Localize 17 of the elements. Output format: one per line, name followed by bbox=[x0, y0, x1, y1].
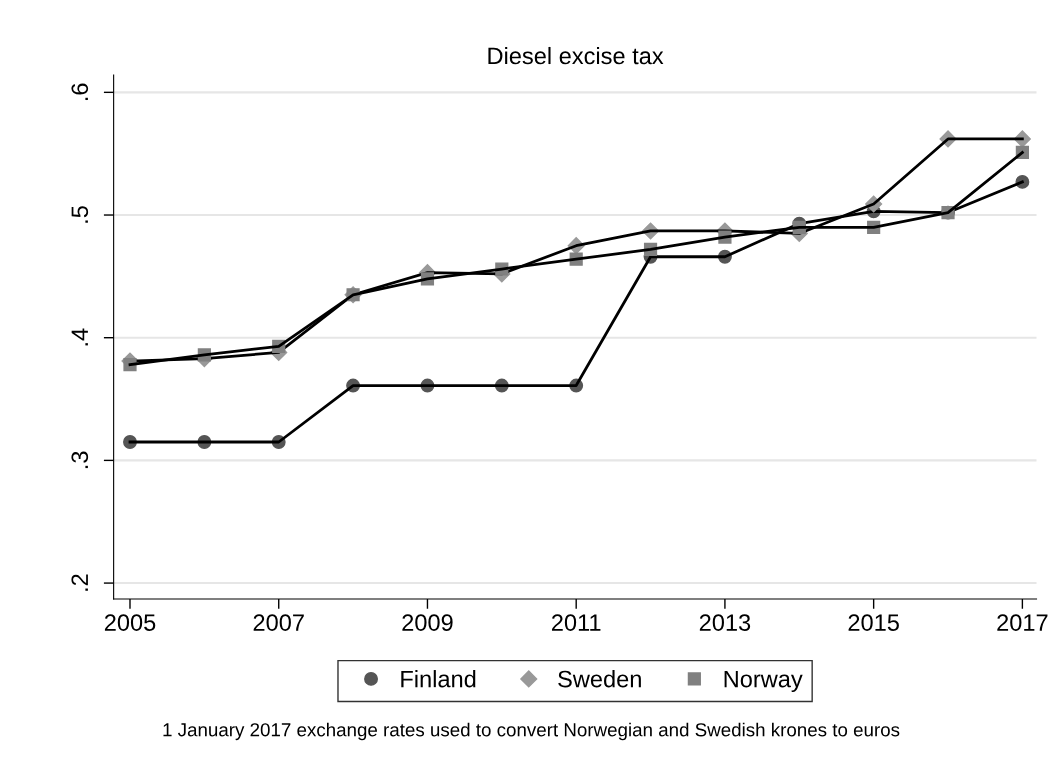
y-tick-label: .2 bbox=[71, 574, 88, 591]
x-tick-label: 2015 bbox=[848, 614, 899, 631]
x-tick-label: 2013 bbox=[699, 614, 751, 631]
legend-label: Norway bbox=[724, 670, 803, 693]
x-tick-label: 2005 bbox=[104, 614, 156, 631]
legend-label: Sweden bbox=[558, 670, 641, 688]
y-tick-label: .3 bbox=[71, 451, 89, 469]
text: 1 January 2017 exchange rates used to convert Norwegian and Swedish krones to euros bbox=[163, 722, 900, 741]
x-tick-label: 2017 bbox=[997, 614, 1048, 631]
x-tick-label: 2007 bbox=[253, 614, 304, 631]
legend-label: Finland bbox=[401, 670, 476, 688]
y-tick-label: .4 bbox=[71, 328, 88, 346]
y-tick-label: .6 bbox=[71, 83, 89, 101]
x-tick-label: 2011 bbox=[551, 614, 601, 631]
x-tick-label: 2009 bbox=[402, 614, 453, 631]
chart-title: Diesel excise tax bbox=[488, 46, 664, 65]
y-tick-label: .5 bbox=[71, 206, 89, 223]
